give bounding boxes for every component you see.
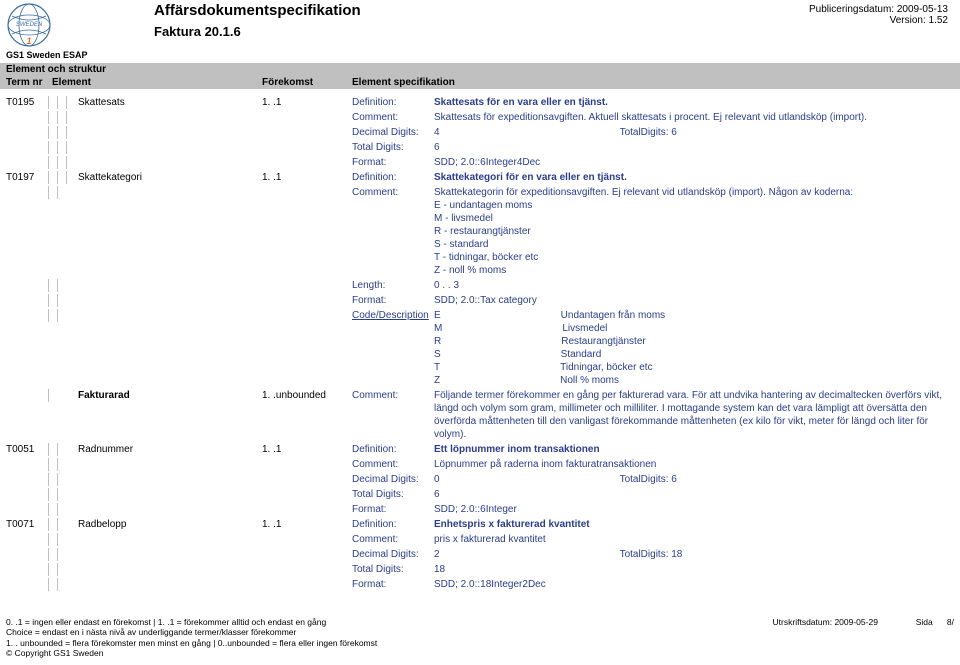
definition-value: Enhetspris x fakturerad kvantitet (434, 518, 954, 531)
doc-subtitle: Faktura 20.1.6 (154, 24, 241, 39)
lbl-comment: Comment: (352, 458, 434, 471)
lbl-format: Format: (352, 156, 434, 169)
lbl-definition: Definition: (352, 518, 434, 531)
lbl-definition: Definition: (352, 96, 434, 109)
occurrence: 1. .1 (262, 171, 352, 184)
totd-value: 6 (434, 488, 954, 501)
doc-title: Affärsdokumentspecifikation (154, 2, 361, 19)
totd-value: 18 (434, 563, 954, 576)
element-name: Radbelopp (78, 518, 262, 531)
code-list: EUndantagen från momsMLivsmedelRRestaura… (434, 309, 954, 387)
svg-text:1: 1 (26, 36, 31, 46)
col-spec: Element specifikation (352, 77, 954, 88)
lbl-definition: Definition: (352, 443, 434, 456)
print-date-label: Utrskriftsdatum: (773, 617, 833, 627)
comment-value: Skattesats för expeditionsavgiften. Aktu… (434, 111, 954, 124)
lbl-comment: Comment: (352, 389, 434, 402)
comment-value: Löpnummer på raderna inom fakturatransak… (434, 458, 954, 471)
esap-label: GS1 Sweden ESAP (6, 50, 88, 60)
term-nr: T0071 (6, 518, 48, 531)
lbl-format: Format: (352, 294, 434, 307)
lbl-totaldigits: Total Digits: (352, 141, 434, 154)
table-row: T0051 Radnummer 1. .1 Definition: Ett lö… (0, 442, 960, 457)
occurrence: 1. .1 (262, 443, 352, 456)
pubdate-value: 2009-05-13 (897, 4, 948, 15)
lbl-comment: Comment: (352, 111, 434, 124)
table-row: T0195 Skattesats 1. .1 Definition: Skatt… (0, 95, 960, 110)
lbl-code: Code/Description (352, 309, 434, 322)
lbl-totaldigits: Total Digits: (352, 488, 434, 501)
print-date-value: 2009-05-29 (834, 617, 877, 627)
definition-value: Skattekategori för en vara eller en tjän… (434, 171, 954, 184)
page-footer: 0. .1 = ingen eller endast en förekomst … (6, 617, 954, 660)
col-forekomst: Förekomst (262, 77, 352, 88)
occurrence: 1. .1 (262, 96, 352, 109)
comment-value: pris x fakturerad kvantitet (434, 533, 954, 546)
element-name: Skattesats (78, 96, 262, 109)
gs1-logo: 1 SWEDEN (6, 2, 52, 48)
term-nr: T0051 (6, 443, 48, 456)
footer-copyright: © Copyright GS1 Sweden (6, 648, 954, 659)
col-termnr: Term nr (6, 77, 52, 88)
element-name: Skattekategori (78, 171, 262, 184)
occurrence: 1. .1 (262, 518, 352, 531)
comment-value: Skattekategorin för expeditionsavgiften.… (434, 186, 954, 277)
element-name: Fakturarad (78, 389, 262, 402)
table-header: Element och struktur Term nr Element För… (0, 63, 960, 89)
lbl-comment: Comment: (352, 186, 434, 199)
lbl-length: Length: (352, 279, 434, 292)
lbl-definition: Definition: (352, 171, 434, 184)
format-value: SDD; 2.0::6Integer (434, 503, 954, 516)
format-value: SDD; 2.0::18Integer2Dec (434, 578, 954, 591)
lbl-comment: Comment: (352, 533, 434, 546)
term-nr: T0197 (6, 171, 48, 184)
page-value: 8/ (947, 617, 954, 627)
footer-right: Utrskriftsdatum: 2009-05-29 Sida 8/ (773, 617, 954, 628)
totd-value: 6 (434, 141, 954, 154)
occurrence: 1. .unbounded (262, 389, 352, 402)
decimal-value: 0TotalDigits: 6 (434, 473, 954, 486)
lbl-decimal: Decimal Digits: (352, 126, 434, 139)
term-nr: T0195 (6, 96, 48, 109)
table-row: Fakturarad 1. .unbounded Comment: Följan… (0, 388, 960, 442)
version-label: Version: (890, 15, 926, 26)
pubdate-label: Publiceringsdatum: (809, 4, 894, 15)
definition-value: Skattesats för en vara eller en tjänst. (434, 96, 954, 109)
lbl-format: Format: (352, 578, 434, 591)
decimal-value: 2TotalDigits: 18 (434, 548, 954, 561)
content-table: T0195 Skattesats 1. .1 Definition: Skatt… (0, 95, 960, 592)
element-name: Radnummer (78, 443, 262, 456)
footer-line: Choice = endast en i nästa nivå av under… (6, 627, 954, 638)
length-value: 0 . . 3 (434, 279, 954, 292)
table-row: T0197 Skattekategori 1. .1 Definition: S… (0, 170, 960, 185)
hdr-row-columns: Term nr Element Förekomst Element specif… (0, 76, 960, 89)
decimal-value: 4TotalDigits: 6 (434, 126, 954, 139)
col-element: Element (52, 77, 262, 88)
lbl-totaldigits: Total Digits: (352, 563, 434, 576)
lbl-decimal: Decimal Digits: (352, 473, 434, 486)
logo-text: SWEDEN (9, 22, 49, 28)
table-row: T0071 Radbelopp 1. .1 Definition: Enhets… (0, 517, 960, 532)
comment-value: Följande termer förekommer en gång per f… (434, 389, 954, 441)
format-value: SDD; 2.0::Tax category (434, 294, 954, 307)
page-label: Sida (916, 617, 933, 627)
version-value: 1.52 (929, 15, 948, 26)
lbl-decimal: Decimal Digits: (352, 548, 434, 561)
format-value: SDD; 2.0::6Integer4Dec (434, 156, 954, 169)
footer-line: 1. . unbounded = flera förekomster men m… (6, 638, 954, 649)
definition-value: Ett löpnummer inom transaktionen (434, 443, 954, 456)
hdr-row-structure: Element och struktur (0, 63, 960, 76)
lbl-format: Format: (352, 503, 434, 516)
pub-info: Publiceringsdatum: 2009-05-13 Version: 1… (809, 4, 948, 26)
